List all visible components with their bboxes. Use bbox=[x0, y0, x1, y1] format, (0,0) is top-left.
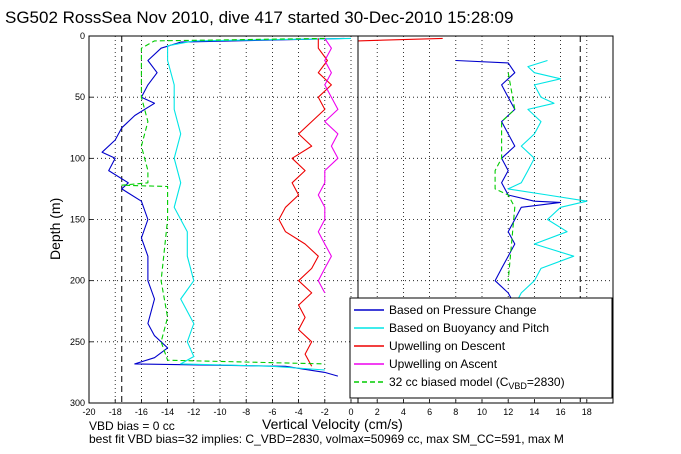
y-tick-label: 250 bbox=[70, 337, 85, 347]
legend-label: Upwelling on Descent bbox=[389, 339, 506, 353]
x-tick-label: -6 bbox=[268, 407, 276, 417]
note-vbd-bias: VBD bias = 0 cc bbox=[89, 419, 175, 433]
x-tick-label: 8 bbox=[453, 407, 458, 417]
legend: Based on Pressure Change Based on Buoyanc… bbox=[349, 297, 613, 399]
y-axis-label: Depth (m) bbox=[47, 198, 63, 260]
x-tick-label: -4 bbox=[295, 407, 303, 417]
y-tick-label: 0 bbox=[80, 31, 85, 41]
y-tick-label: 200 bbox=[70, 276, 85, 286]
legend-label: Upwelling on Ascent bbox=[389, 357, 498, 371]
y-tick-label: 100 bbox=[70, 153, 85, 163]
x-tick-label: -14 bbox=[161, 407, 174, 417]
y-tick-label: 50 bbox=[75, 92, 85, 102]
x-tick-label: -10 bbox=[213, 407, 226, 417]
x-tick-label: -18 bbox=[109, 407, 122, 417]
x-tick-label: 6 bbox=[427, 407, 432, 417]
note-best-fit: best fit VBD bias=32 implies: C_VBD=2830… bbox=[89, 432, 564, 446]
x-tick-label: -8 bbox=[242, 407, 250, 417]
x-tick-label: -12 bbox=[187, 407, 200, 417]
series-line-3 bbox=[317, 38, 339, 294]
x-tick-label: 14 bbox=[529, 407, 539, 417]
legend-label: 32 cc biased model (CVBD=2830) bbox=[389, 375, 565, 391]
series-line-1 bbox=[167, 37, 352, 371]
series-line-2 bbox=[278, 38, 332, 367]
x-tick-label: -20 bbox=[82, 407, 95, 417]
x-tick-label: -2 bbox=[321, 407, 329, 417]
series-line-4 bbox=[121, 37, 325, 365]
y-tick-label: 150 bbox=[70, 215, 85, 225]
x-tick-label: 16 bbox=[556, 407, 566, 417]
x-tick-label: -16 bbox=[135, 407, 148, 417]
series-line-6 bbox=[507, 59, 588, 306]
y-tick-label: 300 bbox=[70, 398, 85, 408]
x-tick-label: 2 bbox=[375, 407, 380, 417]
series-line-7 bbox=[494, 72, 516, 281]
y-ticks: 0 50 100 150 200 250 300 bbox=[70, 31, 93, 408]
legend-label: Based on Pressure Change bbox=[389, 303, 537, 317]
series-line-5 bbox=[455, 59, 562, 306]
series-group bbox=[101, 37, 588, 377]
legend-box bbox=[349, 297, 613, 399]
x-tick-label: 18 bbox=[582, 407, 592, 417]
chart-title: SG502 RossSea Nov 2010, dive 417 started… bbox=[5, 8, 513, 27]
legend-label: Based on Buoyancy and Pitch bbox=[389, 321, 549, 335]
x-ticks: -20 -18 -16 -14 -12 -10 -8 -6 -4 -2 0 2 4 6 8 10 12 14 16 1… bbox=[82, 399, 592, 417]
x-tick-label: 4 bbox=[401, 407, 406, 417]
series-line-8 bbox=[357, 37, 443, 42]
x-tick-label: 10 bbox=[477, 407, 487, 417]
x-axis-label: Vertical Velocity (cm/s) bbox=[262, 416, 403, 432]
series-line-0 bbox=[101, 37, 345, 377]
x-tick-label: 12 bbox=[503, 407, 513, 417]
x-tick-label: 0 bbox=[348, 407, 353, 417]
